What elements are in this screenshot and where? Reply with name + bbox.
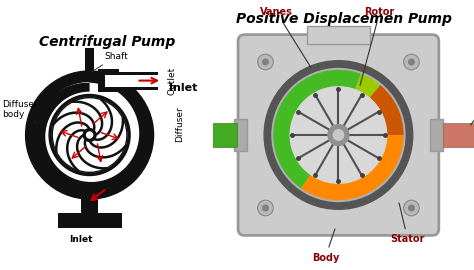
Circle shape [257,200,273,216]
Text: Inlet: Inlet [69,235,93,244]
Text: Diffuser: Diffuser [175,106,184,142]
Wedge shape [338,74,380,135]
Text: Body: Body [312,229,339,262]
Circle shape [408,59,415,66]
Text: Diffuser
body: Diffuser body [2,100,38,122]
FancyBboxPatch shape [234,119,247,151]
FancyBboxPatch shape [81,195,98,220]
Circle shape [403,200,419,216]
Circle shape [403,54,419,70]
Text: Outlet: Outlet [471,83,474,125]
Wedge shape [338,85,403,135]
FancyBboxPatch shape [429,119,443,151]
Circle shape [257,54,273,70]
Circle shape [26,71,154,199]
Polygon shape [179,123,195,147]
FancyBboxPatch shape [238,35,439,235]
FancyBboxPatch shape [85,48,94,73]
FancyBboxPatch shape [104,76,169,87]
Text: Vanes: Vanes [260,8,311,68]
Circle shape [272,69,405,201]
Text: Outlet: Outlet [167,67,176,95]
Polygon shape [34,71,151,193]
Text: Shaft: Shaft [92,52,128,72]
Text: Positive Displacemen Pump: Positive Displacemen Pump [236,12,452,26]
Wedge shape [301,135,403,200]
Wedge shape [273,70,361,188]
Text: Centrifugal Pump: Centrifugal Pump [38,35,175,49]
FancyBboxPatch shape [195,123,237,147]
Circle shape [264,61,413,209]
Circle shape [262,59,269,66]
FancyBboxPatch shape [58,213,121,228]
Circle shape [262,204,269,211]
Text: Inlet: Inlet [169,83,197,93]
Circle shape [290,87,387,183]
Circle shape [328,124,349,146]
Text: Stator: Stator [391,203,425,244]
Text: Rotor: Rotor [360,8,395,85]
Circle shape [37,83,142,187]
FancyBboxPatch shape [98,69,119,92]
Circle shape [333,130,344,140]
FancyBboxPatch shape [307,25,370,44]
Circle shape [408,204,415,211]
FancyBboxPatch shape [104,72,158,90]
Circle shape [87,132,92,138]
Circle shape [47,92,132,178]
Circle shape [83,129,96,141]
FancyBboxPatch shape [443,123,474,147]
